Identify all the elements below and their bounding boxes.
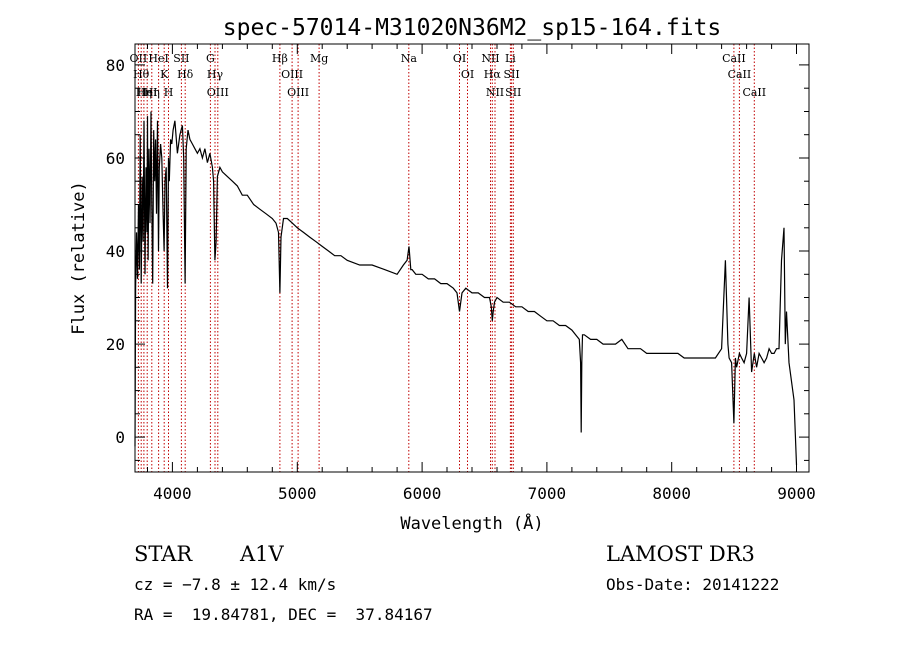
line-marker-label: Li: [505, 52, 516, 65]
line-marker-label: K: [160, 68, 169, 81]
coordinates: RA = 19.84781, DEC = 37.84167: [134, 605, 433, 624]
line-marker-label: OI: [453, 52, 466, 65]
x-tick-label: 7000: [528, 484, 567, 503]
spectrum-line: [134, 111, 798, 466]
y-axis-label: Flux (relative): [69, 181, 89, 335]
object-class: STAR: [134, 542, 193, 566]
line-marker-label: HeI: [148, 52, 168, 65]
line-marker-label: OIII: [287, 86, 309, 99]
x-tick-label: 5000: [278, 484, 317, 503]
line-marker-label: OIII: [207, 86, 229, 99]
y-tick-label: 20: [106, 335, 125, 354]
line-marker-label: Hη: [144, 86, 160, 99]
data-layer: [134, 111, 798, 466]
y-tick-label: 40: [106, 242, 125, 261]
line-marker-label: NII: [486, 86, 504, 99]
obs-date: Obs-Date: 20141222: [606, 575, 779, 594]
line-marker-label: Na: [401, 52, 418, 65]
line-marker-label: Hα: [484, 68, 502, 81]
y-tick-label: 80: [106, 56, 125, 75]
line-marker-label: CaII: [742, 86, 766, 99]
line-marker-label: SII: [503, 68, 519, 81]
x-axis-label: Wavelength (Å): [400, 512, 543, 534]
line-marker-label: G: [206, 52, 215, 65]
line-marker-label: SII: [173, 52, 189, 65]
line-marker-label: HeI: [137, 86, 157, 99]
y-tick-label: 0: [115, 428, 125, 447]
y-axis: 0 20 40 60 80: [106, 56, 809, 461]
x-axis: 4000 5000 6000 7000 8000 9000: [147, 44, 816, 503]
line-marker-label: OII: [130, 52, 148, 65]
x-tick-label: 6000: [403, 484, 442, 503]
line-marker-labels: OIIHθHηHeIHηHeIKHSIIHδGHγOIIIHβOIIIOIIIM…: [130, 52, 767, 99]
line-marker-label: Mg: [310, 52, 328, 65]
line-marker-label: Hγ: [207, 68, 224, 81]
x-tick-label: 8000: [652, 484, 691, 503]
line-marker-label: OIII: [281, 68, 303, 81]
line-marker-label: OI: [461, 68, 474, 81]
line-marker-label: Hδ: [177, 68, 194, 81]
redshift-cz: cz = −7.8 ± 12.4 km/s: [134, 575, 336, 594]
survey-name: LAMOST DR3: [606, 542, 755, 566]
line-marker-label: NII: [481, 52, 499, 65]
y-tick-label: 60: [106, 149, 125, 168]
x-tick-label: 4000: [153, 484, 192, 503]
line-marker-label: H: [164, 86, 174, 99]
chart-title: spec-57014-M31020N36M2_sp15-164.fits: [223, 15, 722, 41]
line-marker-label: Hθ: [133, 68, 150, 81]
line-marker-label: Hη: [136, 86, 152, 99]
plot-frame: [134, 43, 810, 473]
line-marker-label: CaII: [728, 68, 752, 81]
line-marker-label: SII: [505, 86, 521, 99]
line-marker-label: Hβ: [272, 52, 288, 65]
line-markers: [137, 44, 755, 472]
line-marker-label: CaII: [722, 52, 746, 65]
x-tick-label: 9000: [777, 484, 816, 503]
object-subclass: A1V: [239, 542, 285, 566]
